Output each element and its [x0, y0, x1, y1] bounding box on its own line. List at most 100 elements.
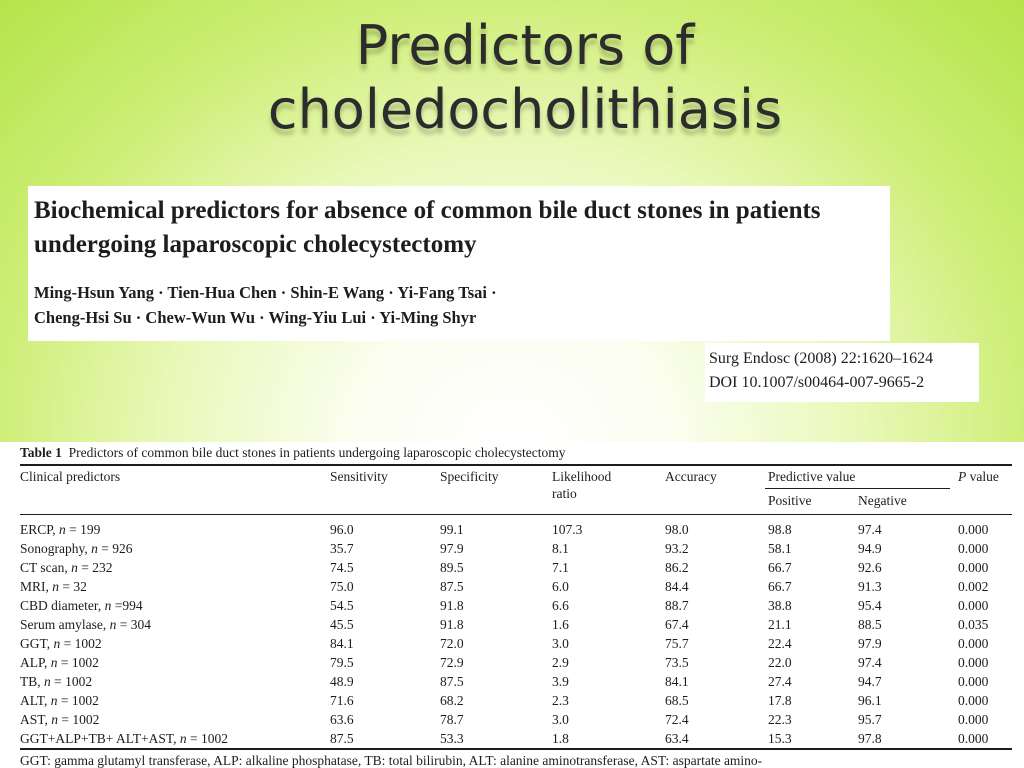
- table-row: CT scan, n = 232 74.5 89.5 7.1 86.2 66.7 92.6 0…: [0, 558, 1024, 577]
- authors-line-1: Ming-Hsun Yang · Tien-Hua Chen · Shin-E …: [34, 283, 497, 302]
- negative-cell: 97.8: [858, 731, 882, 746]
- p-value-cell: 0.000: [958, 541, 989, 556]
- predictor-cell: AST, n = 1002: [20, 710, 99, 729]
- sensitivity-cell: 35.7: [330, 541, 354, 556]
- header-p-value: P value: [958, 468, 999, 485]
- sample-size-symbol: n: [71, 560, 78, 575]
- sensitivity-cell: 79.5: [330, 655, 354, 670]
- accuracy-cell: 68.5: [665, 693, 689, 708]
- p-value-cell: 0.000: [958, 522, 989, 537]
- positive-cell: 22.3: [768, 712, 792, 727]
- header-ratio: ratio: [552, 486, 577, 501]
- positive-cell: 58.1: [768, 541, 792, 556]
- header-predictive-value: Predictive value: [768, 469, 856, 484]
- sample-size-symbol: n: [52, 579, 60, 594]
- specificity-cell: 78.7: [440, 712, 464, 727]
- positive-cell: 66.7: [768, 579, 792, 594]
- predictor-name: CT scan,: [20, 560, 72, 575]
- predictor-name: Serum amylase,: [20, 617, 110, 632]
- accuracy-cell: 84.4: [665, 579, 689, 594]
- sample-size: =994: [111, 598, 143, 613]
- table-row: Serum amylase, n = 304 45.5 91.8 1.6 67.4 21.…: [0, 615, 1024, 634]
- predictor-name: ALP,: [20, 655, 51, 670]
- header-sensitivity: Sensitivity: [330, 469, 388, 484]
- likelihood-ratio-cell: 8.1: [552, 541, 569, 556]
- journal-citation: Surg Endosc (2008) 22:1620–1624: [709, 350, 934, 367]
- table-row: GGT, n = 1002 84.1 72.0 3.0 75.7 22.4 97.9 0.00…: [0, 634, 1024, 653]
- p-value-cell: 0.000: [958, 674, 989, 689]
- p-value-cell: 0.000: [958, 560, 989, 575]
- p-value-cell: 0.000: [958, 693, 989, 708]
- sample-size: = 1002: [58, 712, 100, 727]
- predictor-name: Sonography,: [20, 541, 92, 556]
- sample-size: = 1002: [50, 674, 93, 689]
- sensitivity-cell: 54.5: [330, 598, 354, 613]
- sample-size: = 1002: [57, 693, 99, 708]
- positive-cell: 17.8: [768, 693, 792, 708]
- predictor-cell: GGT+ALP+TB+ ALT+AST, n = 1002: [20, 729, 228, 748]
- predictor-name: AST,: [20, 712, 52, 727]
- p-value-cell: 0.000: [958, 598, 989, 613]
- predictor-cell: TB, n = 1002: [20, 672, 92, 691]
- table-footnote: GGT: gamma glutamyl transferase, ALP: al…: [20, 753, 763, 768]
- predictor-cell: ALP, n = 1002: [20, 653, 99, 672]
- negative-cell: 97.9: [858, 636, 882, 651]
- paper-title: Biochemical predictors for absence of co…: [34, 197, 821, 258]
- predictor-name: TB,: [20, 674, 45, 689]
- authors-line-2: Cheng-Hsi Su · Chew-Wun Wu · Wing-Yiu Lu…: [34, 308, 477, 327]
- sample-size: = 232: [77, 560, 113, 575]
- table-row: MRI, n = 32 75.0 87.5 6.0 84.4 66.7 91.3 0.002: [0, 577, 1024, 596]
- header-p-italic: P: [958, 469, 967, 484]
- specificity-cell: 89.5: [440, 560, 464, 575]
- sensitivity-cell: 71.6: [330, 693, 354, 708]
- negative-cell: 97.4: [858, 655, 882, 670]
- paper-authors: Ming-Hsun Yang · Tien-Hua Chen · Shin-E …: [34, 280, 884, 330]
- sensitivity-cell: 87.5: [330, 731, 354, 746]
- likelihood-ratio-cell: 1.8: [552, 731, 569, 746]
- negative-cell: 88.5: [858, 617, 882, 632]
- specificity-cell: 99.1: [440, 522, 464, 537]
- negative-cell: 92.6: [858, 560, 882, 575]
- sample-size: = 1002: [186, 731, 228, 746]
- likelihood-ratio-cell: 6.0: [552, 579, 569, 594]
- negative-cell: 96.1: [858, 693, 882, 708]
- table-row: AST, n = 1002 63.6 78.7 3.0 72.4 22.3 95.7 0.00…: [0, 710, 1024, 729]
- sample-size: = 32: [59, 579, 87, 594]
- negative-cell: 94.7: [858, 674, 882, 689]
- specificity-cell: 97.9: [440, 541, 464, 556]
- header-p-rest: value: [966, 469, 999, 484]
- likelihood-ratio-cell: 3.0: [552, 712, 569, 727]
- specificity-cell: 91.8: [440, 617, 464, 632]
- header-clinical-predictors: Clinical predictors: [20, 469, 121, 484]
- specificity-cell: 91.8: [440, 598, 464, 613]
- sensitivity-cell: 48.9: [330, 674, 354, 689]
- predictor-cell: ALT, n = 1002: [20, 691, 99, 710]
- p-value-cell: 0.000: [958, 712, 989, 727]
- sensitivity-cell: 96.0: [330, 522, 354, 537]
- sensitivity-cell: 84.1: [330, 636, 354, 651]
- results-table: Table 1 Predictors of common bile duct s…: [0, 442, 1024, 768]
- negative-cell: 95.4: [858, 598, 882, 613]
- table-caption: Table 1 Predictors of common bile duct s…: [20, 444, 566, 462]
- header-negative: Negative: [858, 493, 907, 508]
- negative-cell: 97.4: [858, 522, 882, 537]
- predictor-cell: MRI, n = 32: [20, 577, 87, 596]
- specificity-cell: 72.9: [440, 655, 464, 670]
- positive-cell: 15.3: [768, 731, 792, 746]
- accuracy-cell: 67.4: [665, 617, 689, 632]
- header-likelihood: Likelihood: [552, 469, 612, 484]
- sample-size-symbol: n: [104, 598, 112, 613]
- p-value-cell: 0.000: [958, 655, 989, 670]
- slide-title-line-1: Predictors of: [355, 14, 695, 77]
- p-value-cell: 0.000: [958, 636, 989, 651]
- table-header-rule: [20, 514, 1012, 515]
- negative-cell: 95.7: [858, 712, 882, 727]
- sensitivity-cell: 63.6: [330, 712, 354, 727]
- accuracy-cell: 86.2: [665, 560, 689, 575]
- likelihood-ratio-cell: 7.1: [552, 560, 569, 575]
- sensitivity-cell: 45.5: [330, 617, 354, 632]
- sample-size: = 1002: [60, 636, 102, 651]
- sample-size-symbol: n: [179, 731, 187, 746]
- likelihood-ratio-cell: 107.3: [552, 522, 583, 537]
- likelihood-ratio-cell: 2.3: [552, 693, 569, 708]
